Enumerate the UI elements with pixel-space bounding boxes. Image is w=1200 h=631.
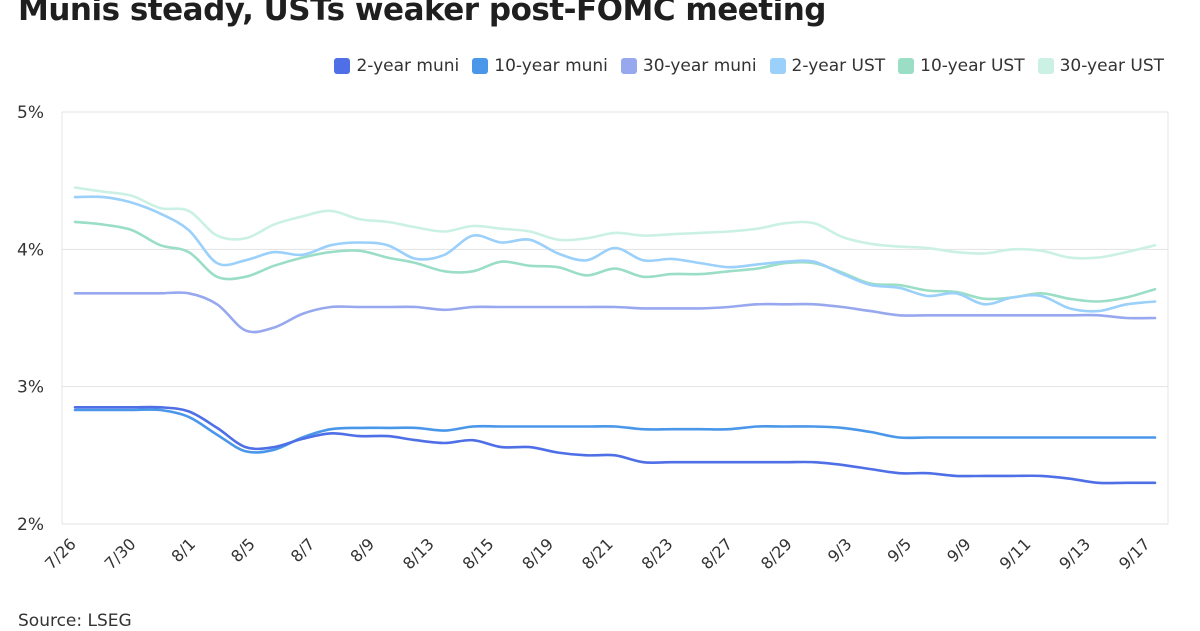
chart-series	[73, 186, 1157, 485]
legend-label: 30-year UST	[1059, 56, 1164, 76]
chart-grid	[61, 111, 1169, 525]
x-tick-label: 9/11	[996, 534, 1035, 573]
x-tick-label: 8/13	[399, 534, 438, 573]
y-tick-label: 3%	[17, 378, 44, 398]
legend-label: 10-year muni	[494, 56, 608, 76]
x-tick-label: 8/1	[168, 534, 200, 566]
x-tick-label: 8/5	[227, 534, 259, 566]
chart-title: Munis steady, USTs weaker post-FOMC meet…	[18, 0, 826, 28]
x-tick-label: 8/15	[459, 534, 498, 573]
y-tick-label: 4%	[17, 240, 44, 260]
legend-item-30-year-ust: 30-year UST	[1037, 56, 1164, 76]
legend-item-10-year-ust: 10-year UST	[898, 56, 1025, 76]
y-tick-label: 5%	[17, 103, 44, 123]
legend-item-2-year-ust: 2-year UST	[769, 56, 886, 76]
x-tick-label: 9/5	[884, 534, 916, 566]
source-note: Source: LSEG	[18, 611, 132, 631]
series-line-2-year-ust	[73, 195, 1157, 313]
x-tick-label: 8/19	[518, 534, 557, 573]
x-tick-label: 8/21	[578, 534, 617, 573]
series-line-10-year-ust	[73, 220, 1157, 303]
legend-label: 10-year UST	[920, 56, 1025, 76]
legend-item-2-year-muni: 2-year muni	[334, 56, 459, 76]
legend-swatch-2-year-ust	[769, 58, 786, 74]
x-tick-label: 7/26	[41, 534, 80, 573]
legend-item-10-year-muni: 10-year muni	[472, 56, 608, 76]
legend-swatch-30-year-ust	[1037, 58, 1054, 74]
legend-label: 2-year muni	[356, 56, 460, 76]
x-tick-label: 9/13	[1055, 534, 1094, 573]
x-tick-label: 7/30	[101, 534, 140, 573]
legend-swatch-30-year-muni	[620, 58, 637, 74]
legend-swatch-2-year-muni	[334, 58, 351, 74]
legend-item-30-year-muni: 30-year muni	[620, 56, 757, 76]
series-line-30-year-muni	[73, 291, 1157, 334]
y-axis: 2% 3% 4% 5%	[17, 103, 44, 535]
x-tick-label: 9/17	[1115, 534, 1154, 573]
series-line-2-year-muni	[73, 405, 1157, 485]
x-tick-label: 9/9	[943, 534, 975, 566]
x-tick-label: 9/3	[824, 534, 856, 566]
x-axis: 7/26 7/30 8/1 8/5 8/7 8/9 8/13 8/15 8/19 8/21 8/23…	[41, 534, 1154, 573]
legend-swatch-10-year-ust	[898, 58, 915, 74]
series-line-10-year-muni	[73, 408, 1157, 454]
x-tick-label: 8/9	[347, 534, 379, 566]
chart-legend: 2-year muni 10-year muni 30-year muni 2-…	[334, 56, 1164, 76]
y-tick-label: 2%	[17, 515, 44, 535]
legend-swatch-10-year-muni	[472, 58, 489, 74]
legend-label: 2-year UST	[791, 56, 886, 76]
x-tick-label: 8/29	[757, 534, 796, 573]
series-line-30-year-ust	[73, 186, 1157, 260]
x-tick-label: 8/27	[697, 534, 736, 573]
legend-label: 30-year muni	[642, 56, 757, 76]
x-tick-label: 8/7	[287, 534, 319, 566]
x-tick-label: 8/23	[638, 534, 677, 573]
